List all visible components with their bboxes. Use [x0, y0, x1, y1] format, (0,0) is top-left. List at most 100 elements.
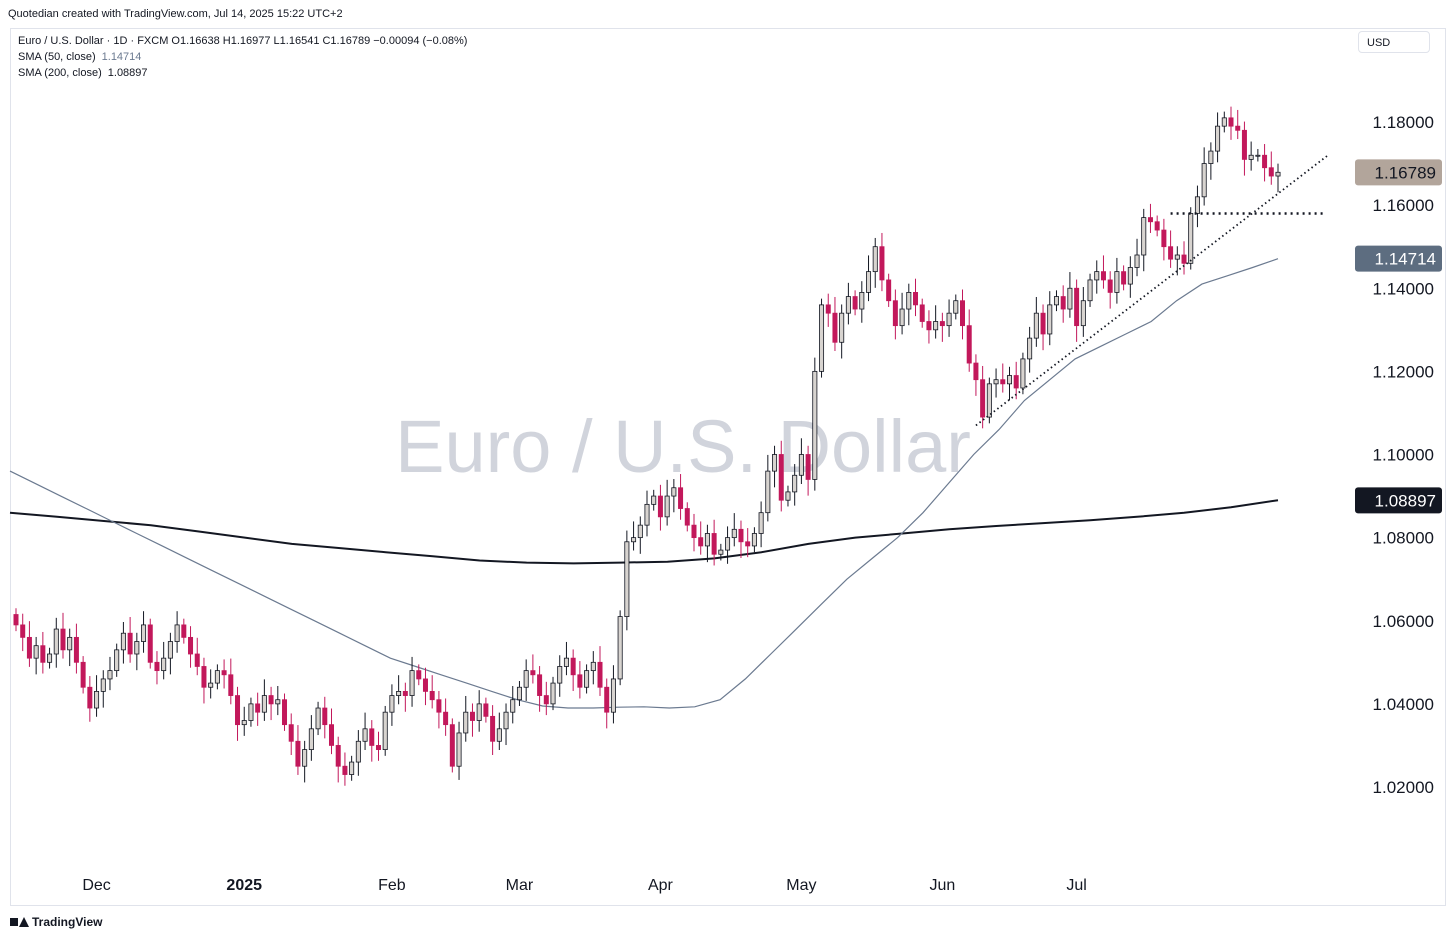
candle-body[interactable] — [1248, 154, 1254, 160]
candle-body[interactable] — [960, 300, 966, 327]
candle-body[interactable] — [798, 454, 804, 476]
candle-body[interactable] — [933, 321, 939, 331]
candle-body[interactable] — [60, 628, 66, 651]
candle-body[interactable] — [577, 674, 583, 688]
candle-body[interactable] — [67, 636, 73, 651]
sma50-price-badge[interactable] — [1355, 245, 1442, 272]
candle-body[interactable] — [664, 495, 670, 518]
sma200-price-badge[interactable] — [1355, 487, 1442, 514]
candle-body[interactable] — [114, 649, 120, 672]
candle-body[interactable] — [913, 292, 919, 306]
candle-body[interactable] — [1074, 287, 1080, 327]
candle-body[interactable] — [80, 661, 86, 688]
candle-body[interactable] — [409, 670, 415, 696]
candle-body[interactable] — [516, 686, 522, 701]
candle-body[interactable] — [852, 296, 858, 310]
candle-body[interactable] — [584, 670, 590, 688]
candle-body[interactable] — [120, 632, 126, 651]
sma200-line[interactable] — [9, 499, 1279, 565]
candle-body[interactable] — [456, 732, 462, 767]
candle-body[interactable] — [711, 533, 717, 555]
candle-body[interactable] — [530, 670, 536, 676]
candle-body[interactable] — [214, 670, 220, 684]
candle-body[interactable] — [866, 271, 872, 293]
candle-body[interactable] — [134, 641, 140, 655]
candle-body[interactable] — [691, 524, 697, 539]
candle-body[interactable] — [1100, 271, 1106, 281]
legend-sma200[interactable]: SMA (200, close) 1.08897 — [18, 65, 467, 81]
candle-body[interactable] — [751, 533, 757, 547]
candle-body[interactable] — [939, 321, 945, 327]
candle-body[interactable] — [47, 653, 53, 663]
candle-body[interactable] — [429, 691, 435, 701]
candle-body[interactable] — [1067, 287, 1073, 310]
candle-body[interactable] — [879, 246, 885, 281]
candle-body[interactable] — [235, 695, 241, 726]
candle-body[interactable] — [161, 657, 167, 672]
candle-body[interactable] — [678, 487, 684, 509]
candle-body[interactable] — [483, 703, 489, 717]
candle-body[interactable] — [1121, 271, 1127, 285]
candle-body[interactable] — [537, 674, 543, 696]
candle-body[interactable] — [819, 304, 825, 372]
candle-body[interactable] — [288, 724, 294, 742]
candle-body[interactable] — [1235, 125, 1241, 131]
candle-body[interactable] — [53, 628, 59, 655]
candle-body[interactable] — [94, 691, 100, 709]
candle-body[interactable] — [543, 695, 549, 705]
candle-body[interactable] — [718, 549, 724, 555]
candle-body[interactable] — [1208, 150, 1214, 164]
candle-body[interactable] — [1020, 358, 1026, 389]
candle-body[interactable] — [845, 296, 851, 314]
candle-body[interactable] — [1127, 267, 1133, 285]
candle-body[interactable] — [436, 699, 442, 713]
candle-body[interactable] — [617, 616, 623, 680]
candle-body[interactable] — [1221, 117, 1227, 127]
candle-body[interactable] — [550, 682, 556, 705]
candle-body[interactable] — [973, 362, 979, 381]
candle-body[interactable] — [349, 761, 355, 775]
candle-body[interactable] — [322, 707, 328, 726]
candle-body[interactable] — [805, 454, 811, 480]
candle-body[interactable] — [375, 745, 381, 750]
candle-body[interactable] — [946, 312, 952, 327]
candle-body[interactable] — [33, 645, 39, 659]
candle-body[interactable] — [396, 691, 402, 696]
candle-body[interactable] — [1215, 125, 1221, 152]
candle-body[interactable] — [644, 503, 650, 526]
candle-body[interactable] — [570, 657, 576, 676]
candle-body[interactable] — [792, 474, 798, 493]
candle-body[interactable] — [1174, 254, 1180, 260]
candle-body[interactable] — [1040, 312, 1046, 335]
candle-body[interactable] — [1275, 171, 1281, 177]
candle-body[interactable] — [40, 645, 46, 663]
candle-body[interactable] — [597, 661, 603, 688]
candle-body[interactable] — [201, 666, 207, 688]
candle-body[interactable] — [503, 711, 509, 730]
candle-body[interactable] — [315, 707, 321, 730]
candle-body[interactable] — [986, 383, 992, 418]
candle-body[interactable] — [248, 703, 254, 721]
candle-body[interactable] — [657, 495, 663, 518]
candle-body[interactable] — [1255, 154, 1261, 157]
candle-body[interactable] — [758, 512, 764, 534]
candle-body[interactable] — [275, 699, 281, 705]
candle-body[interactable] — [416, 670, 422, 680]
candle-body[interactable] — [335, 745, 341, 767]
candle-body[interactable] — [1033, 312, 1039, 339]
candle-body[interactable] — [778, 454, 784, 501]
candle-body[interactable] — [228, 674, 234, 696]
candle-body[interactable] — [463, 711, 469, 734]
candle-body[interactable] — [1147, 217, 1153, 223]
candle-body[interactable] — [20, 624, 26, 638]
candle-body[interactable] — [141, 624, 147, 642]
candle-body[interactable] — [87, 686, 93, 709]
candle-body[interactable] — [1188, 213, 1194, 264]
candle-body[interactable] — [812, 370, 818, 480]
candle-body[interactable] — [1087, 279, 1093, 302]
candle-body[interactable] — [785, 491, 791, 501]
sma50-line[interactable] — [9, 258, 1279, 709]
candle-body[interactable] — [1194, 196, 1200, 214]
candle-body[interactable] — [604, 686, 610, 713]
